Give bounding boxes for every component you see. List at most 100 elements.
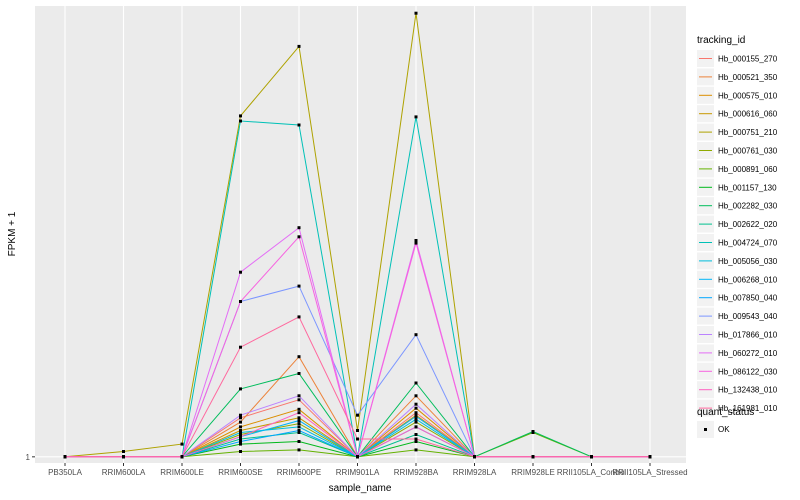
data-point [297, 235, 301, 239]
legend-label: Hb_132438_010 [718, 386, 778, 395]
data-point [297, 448, 301, 452]
gridlines [35, 6, 686, 463]
legend-label: Hb_000891_060 [718, 165, 778, 174]
legend-label: Hb_000575_010 [718, 91, 778, 100]
legend-label: Hb_007850_040 [718, 294, 778, 303]
data-point [239, 270, 242, 274]
data-point [239, 429, 242, 432]
data-point [531, 430, 535, 433]
data-point [239, 440, 242, 443]
data-points [63, 11, 652, 459]
x-tick-label: RRIM600SE [218, 468, 262, 477]
data-point [239, 387, 242, 391]
data-point [414, 448, 418, 452]
x-tick-label: RRIM928LA [453, 468, 497, 477]
legend-label: Hb_017866_010 [718, 331, 778, 340]
data-point [531, 455, 535, 459]
data-point [414, 425, 418, 429]
data-point [414, 437, 418, 441]
data-point [414, 402, 418, 406]
y-axis-title: FPKM + 1 [7, 211, 18, 256]
x-tick-label: RRII105LA_Control [557, 468, 627, 477]
data-point [414, 417, 418, 421]
data-point [414, 406, 418, 410]
x-tick-label: RRIM928LE [511, 468, 555, 477]
x-axis-title: sample_name [329, 483, 392, 494]
data-point [239, 420, 242, 424]
data-point [414, 115, 418, 119]
data-point [590, 455, 593, 459]
x-tick-label: RRIM600LE [160, 468, 204, 477]
data-point [122, 450, 125, 453]
data-point [239, 345, 242, 349]
point-legend-marker [704, 428, 707, 431]
data-point [239, 300, 242, 303]
data-point [414, 239, 418, 242]
legend-label: Hb_009543_040 [718, 312, 778, 321]
data-point [297, 422, 301, 426]
data-point [297, 416, 301, 420]
x-axis-ticks: PB350LA RRIM600LA RRIM600LE RRIM600SE RRIM60… [48, 463, 688, 477]
legend-title: tracking_id [697, 35, 745, 46]
x-tick-label: RRIM600LA [102, 468, 146, 477]
data-point [239, 431, 242, 434]
data-point [239, 114, 242, 118]
data-point [356, 429, 359, 432]
data-point [122, 455, 125, 459]
data-point [414, 333, 418, 337]
data-point [414, 381, 418, 385]
x-tick-label: RRIM600PE [277, 468, 321, 477]
data-point [297, 355, 301, 359]
legend-label: Hb_086122_030 [718, 367, 778, 376]
data-point [414, 414, 418, 418]
legend: tracking_id Hb_000155_270Hb_000521_350Hb… [697, 35, 778, 438]
data-point [414, 411, 418, 415]
x-tick-label: RRIM901LA [336, 468, 380, 477]
legend-label: Hb_001157_130 [718, 183, 777, 192]
data-point [297, 431, 301, 434]
legend-label: Hb_000616_060 [718, 110, 778, 119]
data-point [297, 284, 301, 288]
data-point [356, 455, 359, 459]
data-point [297, 123, 301, 127]
point-legend-title: quant_status [697, 407, 754, 418]
legend-label: Hb_002622_020 [718, 220, 778, 229]
data-point [473, 455, 476, 459]
data-point [239, 450, 242, 453]
legend-label: Hb_000521_350 [718, 73, 778, 82]
x-tick-label: PB350LA [48, 468, 82, 477]
x-tick-label: RRII105LA_Stressed [612, 468, 687, 477]
data-point [297, 226, 301, 230]
data-point [356, 437, 359, 441]
data-point [297, 429, 301, 432]
legend-items: Hb_000155_270 Hb_000521_350 Hb_000575_010 H… [697, 50, 778, 417]
data-point [297, 372, 301, 375]
data-point [239, 416, 242, 420]
legend-label: Hb_000155_270 [718, 55, 778, 64]
legend-label: Hb_002282_030 [718, 202, 778, 211]
data-point [648, 455, 652, 459]
data-point [297, 425, 301, 429]
data-point [297, 44, 301, 48]
data-point [239, 442, 242, 446]
data-point [414, 394, 418, 398]
y-tick-label: 1 [26, 453, 31, 462]
data-point [180, 455, 184, 459]
data-point [297, 411, 301, 415]
legend-label: Hb_004724_070 [718, 239, 778, 248]
legend-label: Hb_005056_030 [718, 257, 778, 266]
data-point [239, 425, 242, 429]
legend-label: Hb_000761_030 [718, 147, 778, 156]
y-axis-ticks: 1 [26, 453, 35, 462]
data-point [414, 440, 418, 443]
data-point [356, 413, 359, 417]
data-point [414, 420, 418, 424]
data-point [239, 433, 242, 436]
data-point [63, 455, 67, 459]
data-point [414, 433, 418, 436]
legend-label: Hb_161981_010 [718, 404, 778, 413]
plot-panel [35, 6, 686, 463]
data-point [297, 398, 301, 402]
data-point [239, 437, 242, 441]
